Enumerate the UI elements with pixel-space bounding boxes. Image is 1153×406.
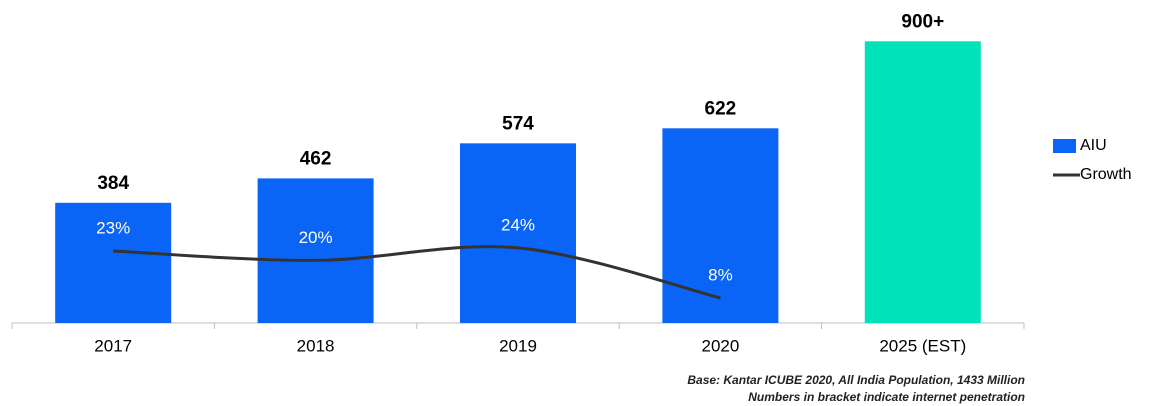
bar xyxy=(55,202,172,323)
footnote: Base: Kantar ICUBE 2020, All India Popul… xyxy=(687,373,1025,387)
x-tick-label: 2017 xyxy=(94,336,132,355)
bar-label: 622 xyxy=(705,98,737,119)
growth-label: 23% xyxy=(96,218,130,237)
x-tick-label: 2025 (EST) xyxy=(879,336,966,355)
legend-label: AIU xyxy=(1080,137,1107,154)
growth-line xyxy=(113,245,721,300)
bar xyxy=(864,41,981,324)
x-tick-label: 2020 xyxy=(701,336,739,355)
bar-label: 384 xyxy=(97,173,129,194)
legend-label: Growth xyxy=(1080,166,1132,183)
legend-swatch xyxy=(1053,139,1076,153)
bar-label: 462 xyxy=(300,148,332,169)
x-tick-label: 2019 xyxy=(499,336,537,355)
growth-label: 20% xyxy=(299,228,333,247)
x-tick-label: 2018 xyxy=(297,336,335,355)
bar-label: 900+ xyxy=(901,11,944,32)
footnote: Numbers in bracket indicate internet pen… xyxy=(748,390,1025,404)
bar xyxy=(257,178,374,323)
bar xyxy=(460,143,576,323)
growth-label: 24% xyxy=(501,215,535,234)
growth-label: 8% xyxy=(708,265,733,284)
bar-label: 574 xyxy=(502,113,534,134)
bar xyxy=(662,128,779,323)
